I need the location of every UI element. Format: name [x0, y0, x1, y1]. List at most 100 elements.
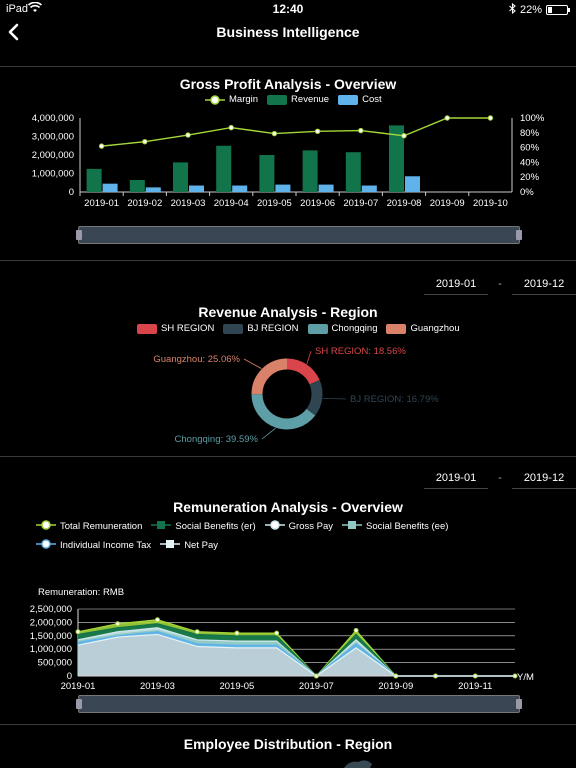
y-tick-label: 4,000,000 [32, 113, 74, 124]
margin-point [401, 133, 407, 139]
donut-slice [286, 358, 320, 385]
legend-margin[interactable]: Margin [205, 94, 258, 105]
revenue-region-title: Revenue Analysis - Region [198, 304, 378, 320]
x-tick-label: 2019-04 [214, 198, 249, 209]
y-tick-label: 2,000,000 [30, 617, 72, 628]
slice-label: BJ REGION: 16.79% [350, 394, 439, 405]
legend-label: Guangzhou [410, 323, 460, 334]
legend-social-benefits-er[interactable]: Social Benefits (er) [151, 520, 256, 533]
remuneration-date-range: 2019-01 - 2019-12 [424, 468, 576, 489]
cost-bar [102, 183, 118, 192]
legend-sh-region[interactable]: SH REGION [137, 323, 214, 334]
remuneration-zoom-slider[interactable] [76, 695, 522, 713]
remuneration-title: Remuneration Analysis - Overview [173, 499, 403, 515]
legend-label: Revenue [291, 94, 330, 105]
revenue-bar [302, 150, 318, 192]
slider-handle-right[interactable] [516, 699, 522, 709]
margin-point [185, 132, 191, 138]
legend-cost[interactable]: Cost [338, 94, 382, 105]
y2-tick-label: 20% [520, 172, 540, 183]
data-point [234, 630, 240, 636]
navigation-bar: Business Intelligence [0, 18, 576, 48]
date-from-picker[interactable]: 2019-01 [424, 468, 488, 489]
y-tick-label: 500,000 [38, 658, 72, 669]
margin-point [487, 115, 494, 121]
slice-label: Chongqing: 39.59% [175, 434, 259, 445]
line-marker-icon [264, 520, 285, 533]
y-tick-label: 0 [67, 671, 72, 682]
revenue-bar [389, 125, 404, 192]
revenue-date-range: 2019-01 - 2019-12 [424, 274, 576, 295]
legend-total-remuneration[interactable]: Total Remuneration [36, 520, 142, 533]
map-shape-partial [344, 760, 372, 768]
slider-handle-right[interactable] [516, 230, 522, 240]
legend-label: Total Remuneration [60, 521, 143, 532]
date-from-picker[interactable]: 2019-01 [424, 274, 488, 295]
data-point [274, 630, 280, 636]
cost-bar [189, 185, 204, 192]
slider-handle-left[interactable] [76, 230, 82, 240]
legend-social-benefits-ee[interactable]: Social Benefits (ee) [342, 520, 448, 533]
battery-icon [546, 5, 570, 15]
legend-revenue[interactable]: Revenue [267, 94, 329, 105]
slice-leader-line [243, 358, 262, 369]
data-point [115, 621, 121, 627]
x-tick-label: 2019-05 [257, 198, 292, 209]
bluetooth-icon [509, 2, 516, 17]
cost-bar [145, 187, 161, 192]
date-to-picker[interactable]: 2019-12 [512, 468, 576, 489]
slice-leader-line [306, 350, 312, 365]
legend-guangzhou[interactable]: Guangzhou [386, 323, 460, 334]
cost-bar [318, 184, 334, 192]
y-tick-label: 2,500,000 [30, 604, 72, 615]
legend-chongqing[interactable]: Chongqing [307, 323, 377, 334]
revenue-bar [259, 155, 275, 192]
x-tick-label: 2019-02 [127, 198, 162, 209]
line-marker-icon [205, 94, 225, 105]
clock: 12:40 [272, 2, 304, 16]
slice-leader-line [322, 398, 347, 400]
legend-label: SH REGION [161, 323, 215, 334]
back-button[interactable] [4, 20, 24, 44]
wifi-icon [27, 1, 43, 16]
gross-profit-zoom-slider[interactable] [76, 226, 522, 244]
line-marker-icon [36, 520, 56, 533]
margin-point [271, 130, 278, 137]
margin-point [98, 143, 105, 149]
battery-percent: 22% [519, 4, 542, 16]
divider [0, 260, 576, 261]
data-point [353, 627, 359, 633]
data-point [194, 629, 200, 635]
margin-point [314, 128, 321, 135]
page-title: Business Intelligence [216, 24, 360, 40]
legend-bj-region[interactable]: BJ REGION [223, 323, 299, 334]
gross-profit-title: Gross Profit Analysis - Overview [179, 76, 397, 92]
x-tick-label: 2019-01 [84, 198, 119, 209]
data-point [154, 617, 160, 623]
donut-slice [251, 393, 316, 430]
line-marker-icon [160, 539, 181, 552]
y-tick-label: 2,000,000 [32, 150, 74, 161]
margin-point [444, 115, 450, 121]
area-fill [78, 634, 515, 676]
legend-label: Social Benefits (er) [175, 521, 256, 532]
y2-tick-label: 60% [520, 143, 540, 154]
swatch [223, 323, 244, 334]
revenue-region-legend: SH REGION BJ REGION Chongqing Guangzhou [137, 323, 469, 334]
legend-gross-pay[interactable]: Gross Pay [264, 520, 333, 533]
gross-profit-chart: 4,000,000 3,000,000 2,000,000 1,000,000 0 100… [32, 113, 545, 209]
cost-bar [361, 185, 377, 192]
date-to-picker[interactable]: 2019-12 [512, 274, 576, 295]
date-separator: - [498, 278, 502, 290]
x-tick-label: 2019-10 [473, 198, 508, 209]
revenue-bar [86, 168, 102, 192]
x-tick-label: 2019-09 [378, 681, 413, 692]
y-tick-label: 0 [69, 187, 74, 198]
status-bar: iPad 12:40 22% [0, 0, 576, 18]
legend-income-tax[interactable]: Individual Income Tax [36, 539, 151, 552]
chevron-left-icon [8, 23, 19, 41]
legend-net-pay[interactable]: Net Pay [160, 539, 218, 552]
device-name: iPad [6, 3, 29, 15]
slider-handle-left[interactable] [76, 699, 82, 709]
slice-leader-line [261, 427, 276, 440]
